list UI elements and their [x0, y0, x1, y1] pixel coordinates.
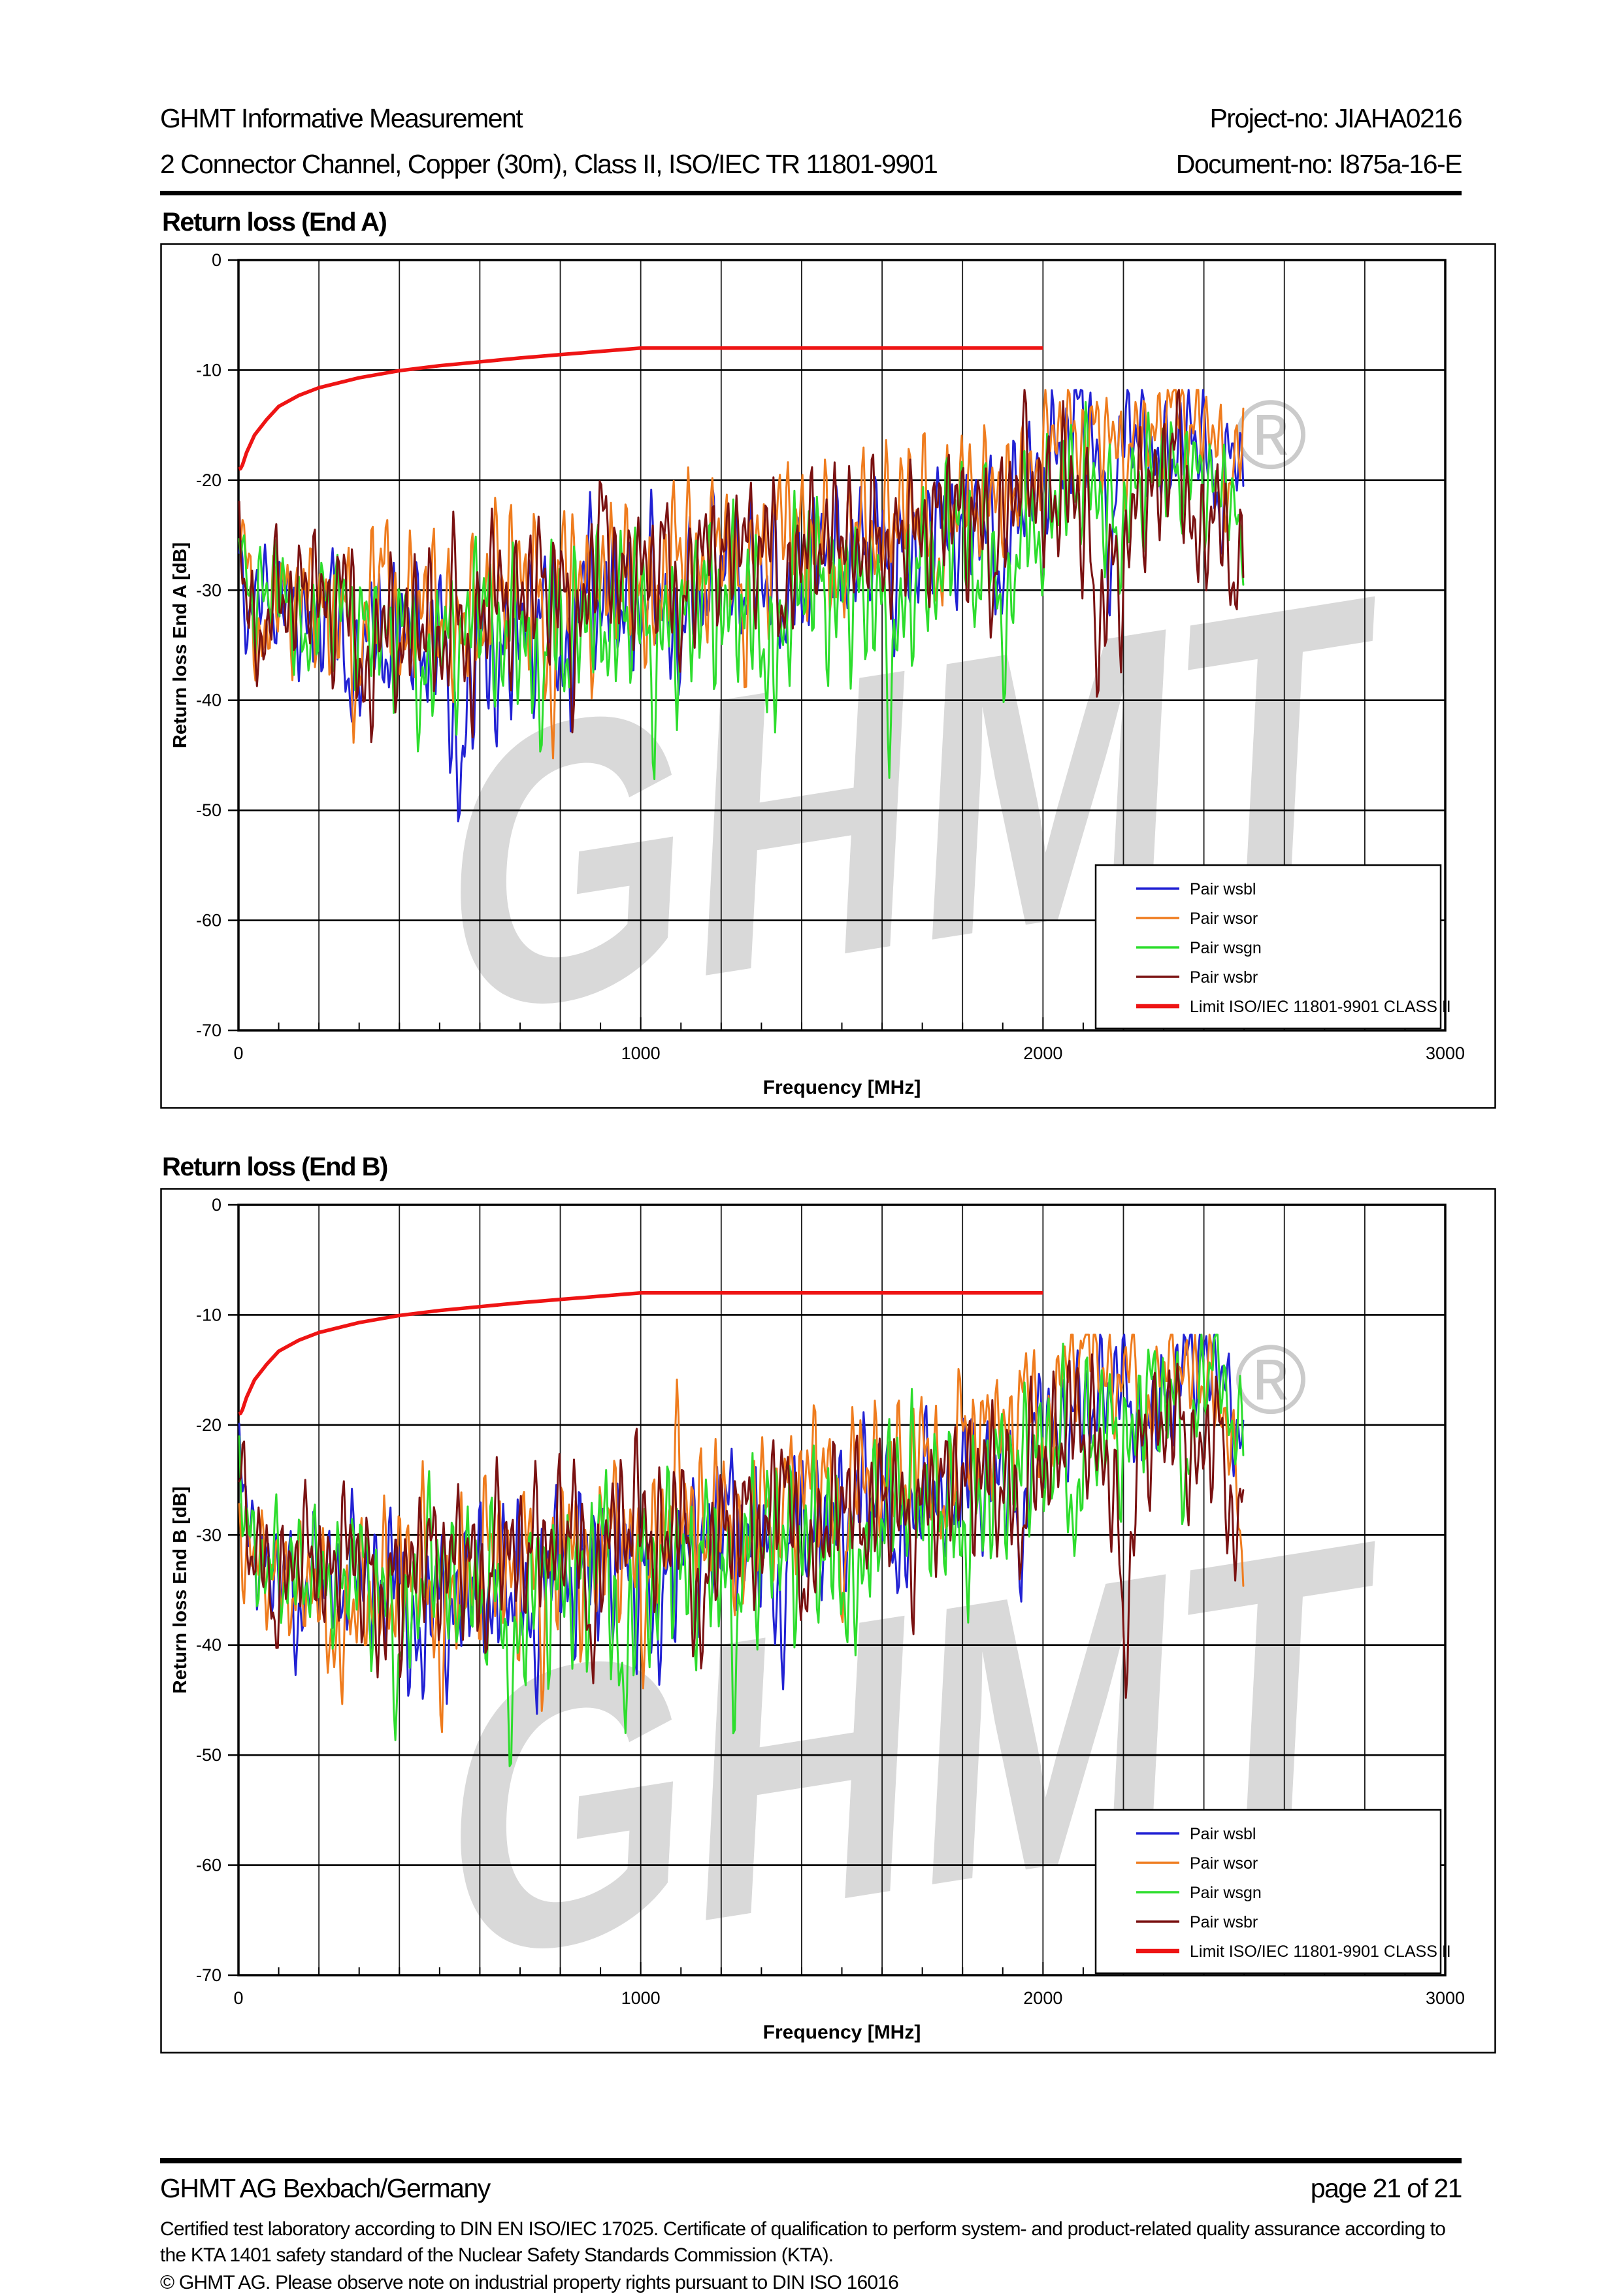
x-tick-label: 2000: [1023, 1988, 1062, 2008]
y-tick-label: -50: [196, 800, 221, 820]
y-axis-title: Return loss End A [dB]: [170, 542, 191, 748]
legend-label: Pair wsbl: [1190, 1825, 1256, 1843]
x-axis-title: Frequency [MHz]: [763, 1077, 921, 1098]
legend-label: Pair wsbl: [1190, 880, 1256, 898]
footer-copyright-text: © GHMT AG. Please observe note on indust…: [160, 2272, 899, 2293]
series-pair-wsgn: [238, 1334, 1245, 1767]
return-loss-end-a-chart: GHMT®0-10-20-30-40-50-60-700 1000 2000 3000…: [160, 243, 1496, 1109]
limit-line: [238, 1290, 1043, 1416]
legend-label: Pair wsgn: [1190, 1884, 1262, 1902]
x-tick-label: 0: [233, 1988, 243, 2008]
y-tick-label: -30: [196, 580, 221, 600]
y-tick-label: -40: [196, 1635, 221, 1655]
header-document-no: Document-no: I875a-16-E: [1175, 149, 1463, 179]
legend-label: Pair wsor: [1190, 910, 1258, 928]
y-tick-label: -50: [196, 1745, 221, 1765]
x-tick-label: 2000: [1023, 1043, 1062, 1063]
y-tick-label: -20: [196, 1415, 221, 1435]
watermark-registered-icon: ®: [1235, 1324, 1307, 1434]
limit-line: [238, 346, 1043, 471]
x-tick-label: 3000: [1426, 1988, 1465, 2008]
x-tick-label: 1000: [621, 1988, 661, 2008]
y-tick-label: 0: [212, 1195, 221, 1215]
x-axis-title: Frequency [MHz]: [763, 2022, 921, 2043]
x-tick-label: 3000: [1426, 1043, 1465, 1063]
footer-certification-text: Certified test laboratory according to D…: [160, 2218, 1446, 2266]
y-tick-label: -70: [196, 1965, 221, 1985]
y-tick-label: -30: [196, 1525, 221, 1545]
y-tick-label: -60: [196, 1856, 221, 1875]
legend-label: Pair wsbr: [1190, 1913, 1258, 1931]
series-pair-wsbr: [238, 389, 1245, 744]
y-tick-label: -20: [196, 470, 221, 490]
series-pair-wsbr: [238, 1353, 1245, 1699]
y-tick-label: 0: [212, 250, 221, 270]
y-tick-label: -10: [196, 1305, 221, 1324]
footer-page-number: page 21 of 21: [1310, 2173, 1463, 2203]
legend-label: Limit ISO/IEC 11801-9901 CLASS II: [1190, 1943, 1451, 1961]
y-axis-title: Return loss End B [dB]: [170, 1486, 191, 1694]
y-tick-label: -40: [196, 691, 221, 710]
header-rule: [160, 191, 1462, 195]
legend-label: Pair wsbr: [1190, 968, 1258, 987]
watermark-registered-icon: ®: [1235, 380, 1307, 489]
x-tick-label: 1000: [621, 1043, 661, 1063]
chart-b-title: Return loss (End B): [162, 1153, 388, 1181]
y-tick-label: -70: [196, 1021, 221, 1040]
header-project-no: Project-no: JIAHA0216: [1209, 103, 1462, 133]
header-subtitle: 2 Connector Channel, Copper (30m), Class…: [160, 149, 938, 179]
legend-label: Pair wsor: [1190, 1854, 1258, 1873]
return-loss-end-b-chart: GHMT®0-10-20-30-40-50-60-700 1000 2000 3000…: [160, 1188, 1496, 2054]
chart-a-title: Return loss (End A): [162, 208, 387, 237]
legend-label: Limit ISO/IEC 11801-9901 CLASS II: [1190, 998, 1451, 1016]
x-tick-label: 0: [233, 1043, 243, 1063]
header-title: GHMT Informative Measurement: [160, 103, 523, 133]
legend-label: Pair wsgn: [1190, 939, 1262, 957]
y-tick-label: -60: [196, 911, 221, 930]
series-pair-wsor: [238, 1334, 1245, 1733]
footer-rule: [160, 2158, 1462, 2163]
series-pair-wsor: [238, 389, 1245, 760]
footer-company: GHMT AG Bexbach/Germany: [160, 2173, 491, 2203]
y-tick-label: -10: [196, 360, 221, 380]
